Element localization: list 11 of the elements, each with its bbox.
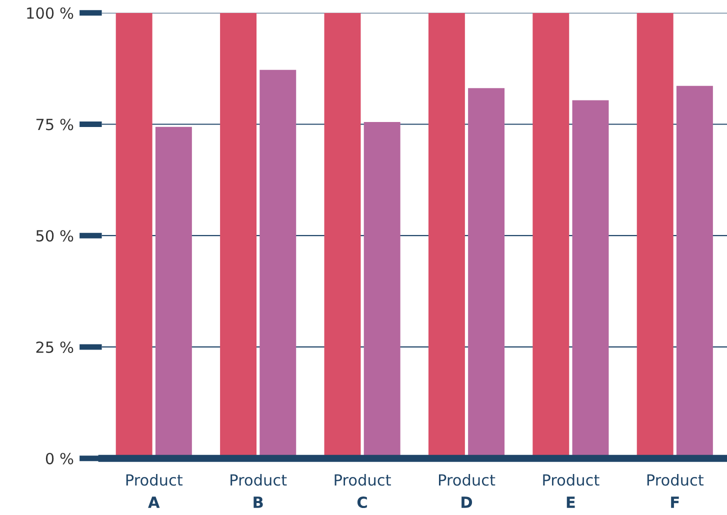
x-tick-label: Product A [126, 474, 183, 508]
y-tick-label: 100 % [27, 7, 74, 19]
x-tick-label: Product F [647, 474, 704, 508]
x-tick-label: Product C [334, 474, 391, 508]
y-tick-label: 25 % [36, 341, 74, 354]
x-tick-label: Product D [438, 474, 496, 508]
y-tick-label: 75 % [36, 118, 74, 130]
y-tick-label: 50 % [36, 230, 74, 242]
x-tick-label: Product B [230, 474, 287, 508]
x-tick-label: Product E [543, 474, 600, 508]
y-tick-label: 0 % [46, 452, 74, 464]
